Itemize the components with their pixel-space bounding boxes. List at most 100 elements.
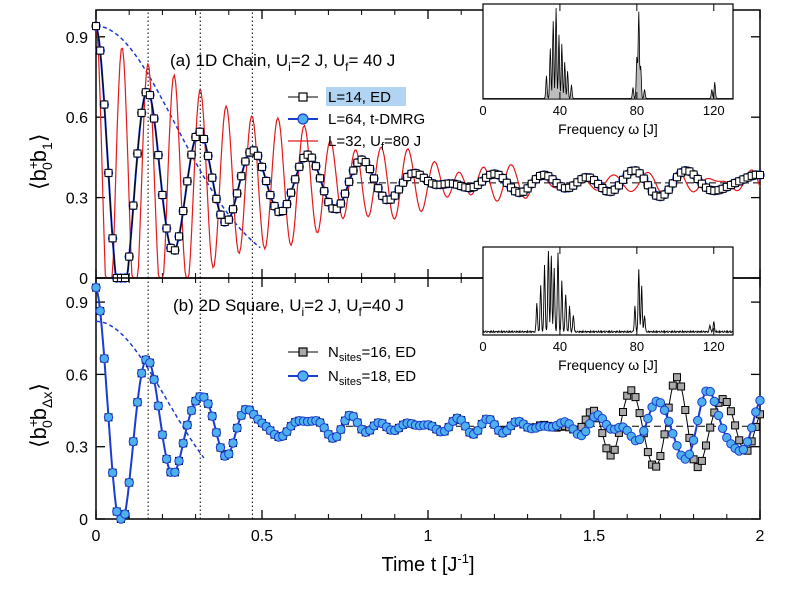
x-tick-label: 1.5 (583, 528, 605, 545)
panel-a-inset: 0 40 80 120 Frequency ω [J] (479, 3, 734, 137)
data-point (241, 157, 250, 166)
data-point (336, 199, 345, 208)
data-point (187, 150, 196, 159)
data-point (731, 421, 740, 430)
data-point (99, 353, 110, 364)
data-point (174, 456, 184, 466)
data-point (668, 429, 678, 439)
data-point (232, 423, 242, 433)
panel-b-inset-frame (482, 246, 734, 336)
panel-b-inset-x-label: Frequency ω [J] (558, 357, 658, 373)
data-point (594, 179, 603, 188)
panel-a-inset-ticks: 0 40 80 120 (479, 4, 725, 118)
data-point (619, 408, 627, 416)
inset-x-tick-label: 40 (553, 103, 567, 118)
data-point (145, 91, 154, 100)
legend-n18-marker (297, 370, 309, 382)
data-point (124, 477, 134, 488)
data-point (370, 174, 378, 183)
data-point (374, 184, 383, 193)
data-point (717, 423, 728, 433)
data-point (224, 215, 233, 224)
panel-a-title: (a) 1D Chain, Ui=2 J, Uf= 40 J (170, 51, 395, 74)
data-point (635, 409, 644, 418)
data-point (606, 451, 615, 460)
data-point (112, 506, 122, 517)
data-point (108, 234, 117, 243)
data-point (706, 423, 715, 432)
panel-a-inset-x-label: Frequency ω [J] (558, 121, 658, 137)
data-point (341, 189, 349, 198)
data-point (635, 169, 644, 178)
data-point (95, 306, 105, 316)
data-point (634, 434, 645, 445)
data-point (673, 373, 681, 382)
data-point (722, 398, 731, 406)
data-point (361, 158, 370, 167)
inset-x-tick-label: 80 (630, 339, 644, 354)
data-point (191, 133, 200, 141)
panel-b-y-ticks: 0 0.3 0.6 0.9 (66, 295, 760, 529)
data-point (92, 22, 100, 31)
data-point (320, 187, 329, 196)
data-point (693, 175, 702, 183)
data-point (643, 413, 653, 424)
legend-l14-highlight (326, 87, 406, 106)
inset-x-tick-label: 40 (553, 339, 567, 354)
data-point (735, 436, 744, 445)
data-point (291, 175, 300, 184)
data-point (150, 114, 159, 123)
data-point (652, 462, 661, 471)
data-point (262, 177, 271, 185)
data-point (602, 444, 611, 453)
data-point (697, 397, 707, 407)
inset-x-tick-label: 0 (479, 103, 486, 118)
data-point (742, 437, 753, 447)
data-point (249, 146, 258, 155)
data-point (394, 185, 403, 194)
data-point (282, 200, 291, 209)
data-point (639, 426, 649, 436)
data-point (585, 419, 595, 429)
data-point (655, 398, 666, 408)
data-point (266, 191, 275, 200)
data-point (345, 177, 354, 186)
data-point (253, 151, 262, 160)
data-point (660, 430, 669, 439)
data-point (145, 358, 155, 368)
data-point (183, 177, 192, 186)
data-point (581, 426, 591, 437)
data-point (208, 173, 217, 182)
data-point (689, 170, 698, 179)
legend-l64-label: L=64, t-DMRG (328, 111, 425, 128)
y-tick-label: 0 (79, 271, 88, 288)
data-point (207, 411, 217, 421)
panel-a-vlines (147, 10, 253, 278)
data-point (175, 232, 183, 241)
data-point (672, 441, 682, 451)
data-point (316, 174, 325, 183)
data-point (179, 207, 188, 215)
data-point (688, 435, 699, 445)
data-point (216, 210, 225, 219)
data-point (668, 381, 677, 390)
legend-l14-marker (298, 92, 308, 102)
data-point (623, 391, 632, 400)
data-point (204, 151, 213, 160)
data-point (349, 166, 358, 175)
data-point (203, 399, 213, 409)
inset-x-tick-label: 120 (703, 339, 725, 354)
data-point (473, 425, 483, 436)
data-point (598, 429, 607, 438)
panel-b-spectrum (482, 250, 734, 335)
data-point (659, 405, 670, 415)
data-point (527, 179, 536, 188)
data-point (751, 407, 761, 417)
data-point (332, 432, 342, 442)
data-point (399, 178, 408, 187)
panel-a-spectrum (482, 7, 734, 100)
data-point (639, 174, 648, 183)
panel-b-inset-ticks: 0 40 80 120 (479, 247, 725, 354)
data-point (684, 449, 695, 459)
y-tick-label: 0 (79, 512, 88, 529)
